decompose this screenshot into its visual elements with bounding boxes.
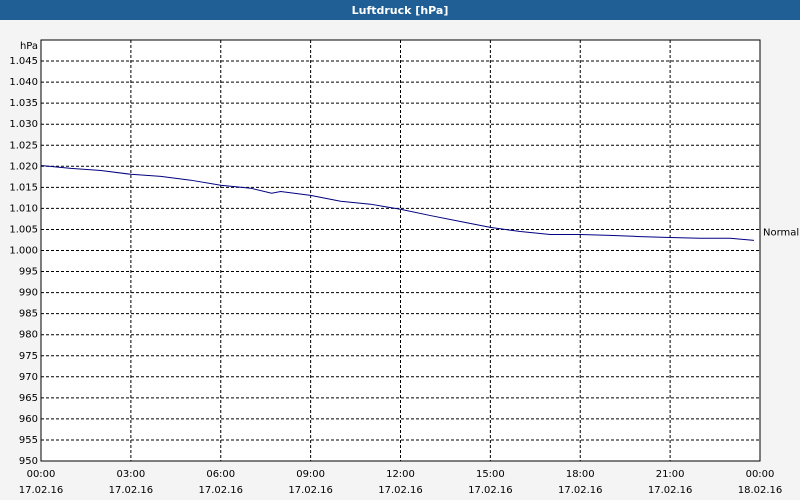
- y-tick-label: 1.045: [9, 56, 38, 67]
- x-tick-date: 17.02.16: [378, 485, 423, 496]
- x-tick-label: 03:00: [116, 469, 145, 480]
- y-tick-label: 1.000: [9, 246, 38, 257]
- plot-border: [40, 39, 761, 462]
- data-line: [40, 164, 755, 241]
- y-axis-label: hPa: [20, 41, 38, 52]
- y-tick-label: 960: [19, 414, 38, 425]
- x-tick-label: 18:00: [566, 469, 595, 480]
- y-tick-label: 1.025: [9, 140, 38, 151]
- x-tick-label: 00:00: [746, 469, 775, 480]
- x-tick-label: 06:00: [206, 469, 235, 480]
- window-title: Luftdruck [hPa]: [352, 4, 449, 17]
- y-tick-label: 950: [19, 456, 38, 467]
- y-tick-label: 980: [19, 330, 38, 341]
- y-tick-label: 970: [19, 372, 38, 383]
- x-tick-date: 18.02.16: [738, 485, 783, 496]
- y-tick-label: 1.030: [9, 119, 38, 130]
- y-tick-label: 990: [19, 288, 38, 299]
- x-tick-label: 12:00: [386, 469, 415, 480]
- y-tick-label: 1.015: [9, 182, 38, 193]
- x-tick-label: 21:00: [656, 469, 685, 480]
- x-tick-date: 17.02.16: [19, 485, 64, 496]
- x-tick-date: 17.02.16: [468, 485, 513, 496]
- x-tick-date: 17.02.16: [109, 485, 154, 496]
- x-tick-date: 17.02.16: [648, 485, 693, 496]
- y-tick-label: 1.010: [9, 203, 38, 214]
- series-label: Normal: [763, 227, 799, 238]
- y-tick-label: 955: [19, 435, 38, 446]
- y-tick-label: 1.005: [9, 224, 38, 235]
- x-tick-date: 17.02.16: [558, 485, 603, 496]
- x-tick-date: 17.02.16: [198, 485, 243, 496]
- x-tick-label: 00:00: [27, 469, 56, 480]
- x-tick-label: 09:00: [296, 469, 325, 480]
- x-tick-date: 17.02.16: [288, 485, 333, 496]
- y-tick-label: 1.035: [9, 98, 38, 109]
- y-tick-label: 965: [19, 393, 38, 404]
- y-tick-label: 975: [19, 351, 38, 362]
- y-tick-label: 995: [19, 267, 38, 278]
- y-tick-label: 985: [19, 309, 38, 320]
- y-tick-label: 1.020: [9, 161, 38, 172]
- x-tick-label: 15:00: [476, 469, 505, 480]
- y-tick-label: 1.040: [9, 77, 38, 88]
- title-bar: [0, 0, 800, 20]
